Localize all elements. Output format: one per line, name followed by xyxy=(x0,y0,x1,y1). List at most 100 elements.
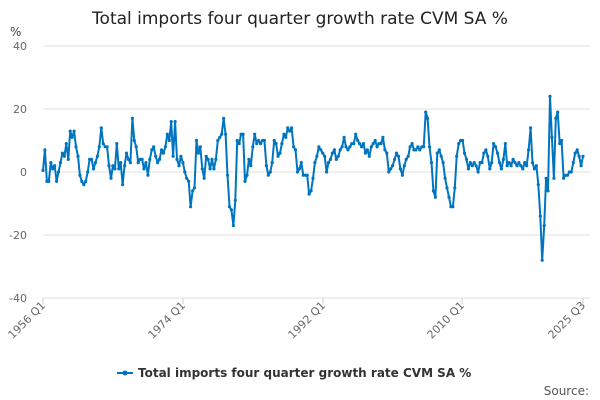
data-point[interactable] xyxy=(525,164,529,168)
data-point[interactable] xyxy=(293,148,298,152)
data-point[interactable] xyxy=(183,170,187,174)
data-point[interactable] xyxy=(455,154,459,158)
data-point[interactable] xyxy=(482,151,486,155)
data-point[interactable] xyxy=(307,192,311,196)
data-point[interactable] xyxy=(51,167,55,171)
data-point[interactable] xyxy=(216,138,220,143)
data-point[interactable] xyxy=(64,142,68,146)
data-point[interactable] xyxy=(282,132,286,136)
data-point[interactable] xyxy=(218,135,222,139)
data-point[interactable] xyxy=(119,161,123,165)
data-point[interactable] xyxy=(435,151,439,155)
data-point[interactable] xyxy=(220,132,224,136)
data-point[interactable] xyxy=(259,142,263,146)
data-point[interactable] xyxy=(367,154,371,158)
data-point[interactable] xyxy=(90,157,94,161)
data-point[interactable] xyxy=(408,145,412,149)
data-point[interactable] xyxy=(441,161,445,165)
data-point[interactable] xyxy=(360,145,364,149)
data-point[interactable] xyxy=(202,176,206,180)
data-point[interactable] xyxy=(464,157,469,161)
data-point[interactable] xyxy=(558,142,562,146)
data-point[interactable] xyxy=(548,94,552,98)
data-point[interactable] xyxy=(165,132,169,136)
data-point[interactable] xyxy=(573,151,577,155)
data-point[interactable] xyxy=(229,208,233,212)
data-point[interactable] xyxy=(276,154,280,158)
data-point[interactable] xyxy=(492,142,496,146)
data-point[interactable] xyxy=(243,179,247,183)
data-point[interactable] xyxy=(200,167,204,171)
data-point[interactable] xyxy=(290,126,294,130)
data-point[interactable] xyxy=(262,138,266,143)
data-point[interactable] xyxy=(86,170,90,174)
data-point[interactable] xyxy=(68,129,72,133)
data-point[interactable] xyxy=(338,148,342,152)
data-point[interactable] xyxy=(503,142,507,146)
data-point[interactable] xyxy=(74,145,78,149)
data-point[interactable] xyxy=(72,129,76,133)
data-point[interactable] xyxy=(175,157,179,161)
data-point[interactable] xyxy=(501,157,505,161)
data-point[interactable] xyxy=(82,183,86,187)
data-point[interactable] xyxy=(295,170,300,174)
data-point[interactable] xyxy=(542,224,546,228)
data-point[interactable] xyxy=(529,126,533,130)
data-point[interactable] xyxy=(140,157,144,161)
data-point[interactable] xyxy=(241,132,245,136)
data-point[interactable] xyxy=(192,186,197,190)
data-point[interactable] xyxy=(272,138,276,143)
data-point[interactable] xyxy=(163,145,167,149)
data-point[interactable] xyxy=(47,179,51,183)
data-point[interactable] xyxy=(309,189,313,193)
data-point[interactable] xyxy=(91,167,96,171)
data-point[interactable] xyxy=(113,167,117,171)
data-point[interactable] xyxy=(532,167,537,171)
data-point[interactable] xyxy=(99,126,103,130)
data-point[interactable] xyxy=(484,148,488,152)
data-point[interactable] xyxy=(152,145,156,149)
data-point[interactable] xyxy=(214,157,218,161)
data-point[interactable] xyxy=(196,151,200,155)
data-point[interactable] xyxy=(212,167,216,171)
data-point[interactable] xyxy=(157,157,162,161)
data-point[interactable] xyxy=(540,258,544,262)
data-point[interactable] xyxy=(280,142,284,146)
data-point[interactable] xyxy=(385,151,389,155)
data-point[interactable] xyxy=(476,170,480,174)
data-point[interactable] xyxy=(78,173,82,177)
data-point[interactable] xyxy=(173,120,177,124)
data-point[interactable] xyxy=(251,145,255,149)
data-point[interactable] xyxy=(398,167,402,171)
data-point[interactable] xyxy=(319,148,323,152)
data-point[interactable] xyxy=(154,154,158,158)
data-point[interactable] xyxy=(55,179,59,183)
data-point[interactable] xyxy=(404,157,408,161)
data-point[interactable] xyxy=(177,164,181,168)
data-point[interactable] xyxy=(224,132,228,136)
data-point[interactable] xyxy=(144,161,148,165)
data-point[interactable] xyxy=(121,183,125,187)
data-point[interactable] xyxy=(369,145,373,149)
data-point[interactable] xyxy=(70,135,74,139)
data-point[interactable] xyxy=(497,161,502,165)
data-point[interactable] xyxy=(474,164,478,168)
data-point[interactable] xyxy=(505,164,509,168)
data-point[interactable] xyxy=(123,164,127,168)
data-point[interactable] xyxy=(225,173,230,177)
data-point[interactable] xyxy=(437,148,441,152)
data-point[interactable] xyxy=(107,164,111,168)
data-point[interactable] xyxy=(431,189,435,193)
data-point[interactable] xyxy=(332,148,336,152)
data-point[interactable] xyxy=(330,151,334,155)
data-point[interactable] xyxy=(348,145,352,149)
data-point[interactable] xyxy=(461,138,465,143)
data-point[interactable] xyxy=(490,161,494,165)
data-point[interactable] xyxy=(439,154,443,158)
data-point[interactable] xyxy=(222,116,226,120)
data-point[interactable] xyxy=(284,135,288,139)
data-point[interactable] xyxy=(354,132,358,136)
data-point[interactable] xyxy=(416,145,420,149)
data-point[interactable] xyxy=(189,205,193,209)
data-point[interactable] xyxy=(111,164,115,168)
